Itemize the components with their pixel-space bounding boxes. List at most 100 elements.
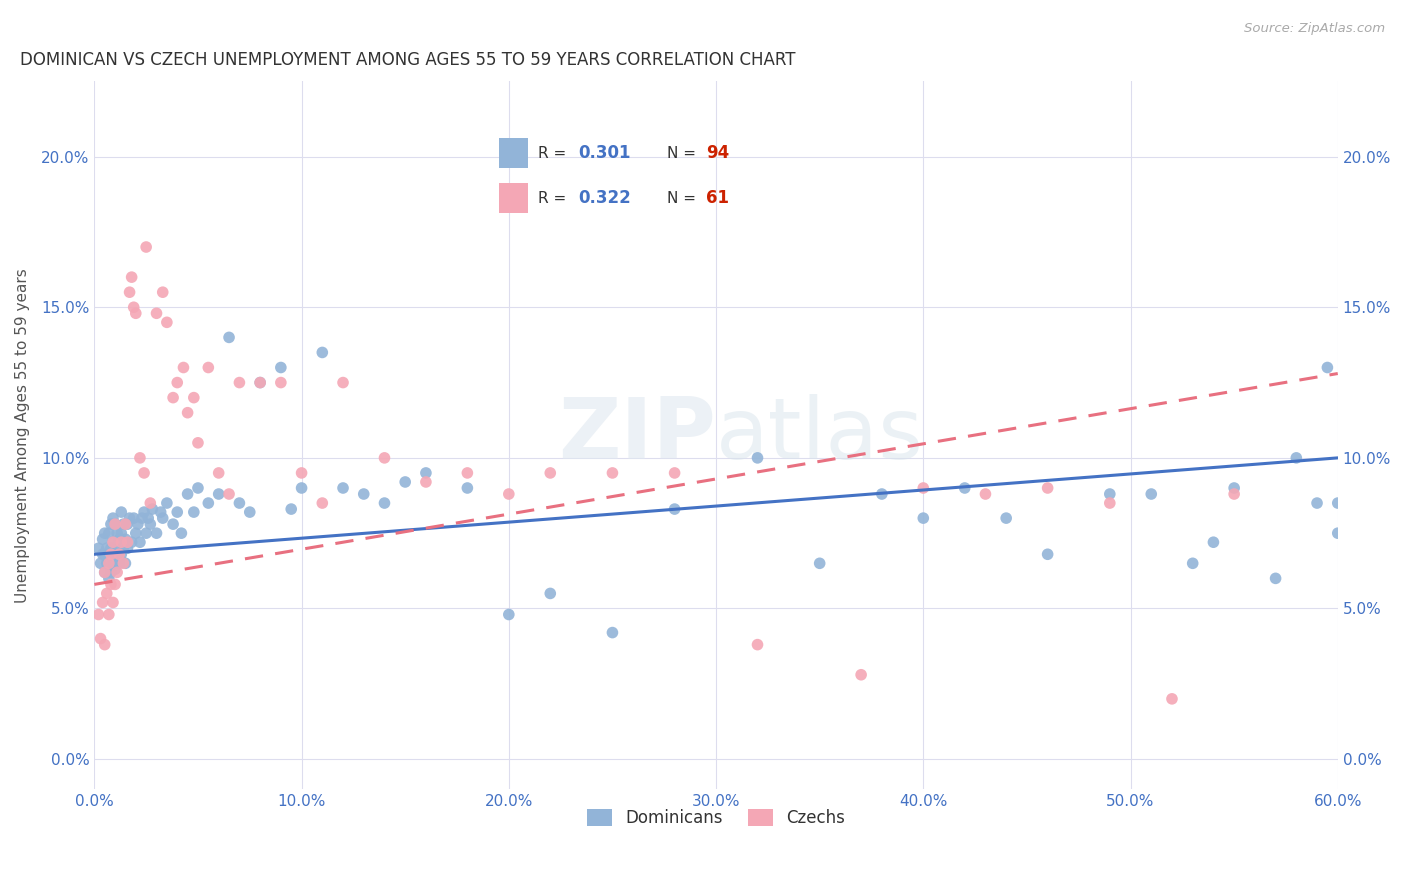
Point xyxy=(156,315,179,329)
Point xyxy=(97,526,120,541)
Point xyxy=(93,638,115,652)
Point xyxy=(373,450,395,465)
Point xyxy=(110,505,132,519)
Point xyxy=(183,391,205,405)
Point xyxy=(1326,496,1348,510)
Text: DOMINICAN VS CZECH UNEMPLOYMENT AMONG AGES 55 TO 59 YEARS CORRELATION CHART: DOMINICAN VS CZECH UNEMPLOYMENT AMONG AG… xyxy=(20,51,796,69)
Point xyxy=(415,466,437,480)
Point xyxy=(1140,487,1163,501)
Point xyxy=(104,517,127,532)
Point xyxy=(332,376,354,390)
Point xyxy=(112,517,135,532)
Point xyxy=(176,406,198,420)
Point xyxy=(121,270,143,285)
Point xyxy=(100,566,122,580)
Point xyxy=(747,638,769,652)
Point xyxy=(228,496,250,510)
Point xyxy=(218,487,240,501)
Point xyxy=(105,566,128,580)
Point xyxy=(90,632,112,646)
Point xyxy=(100,517,122,532)
Point xyxy=(125,306,148,320)
Point xyxy=(602,466,624,480)
Point xyxy=(101,557,124,571)
Point xyxy=(270,376,292,390)
Point xyxy=(170,526,193,541)
Point xyxy=(456,481,478,495)
Point xyxy=(104,577,127,591)
Point xyxy=(132,505,155,519)
Point xyxy=(108,557,131,571)
Point xyxy=(1036,547,1059,561)
Point xyxy=(332,481,354,495)
Point xyxy=(93,526,115,541)
Point xyxy=(498,607,520,622)
Point xyxy=(870,487,893,501)
Point xyxy=(87,607,110,622)
Point xyxy=(1036,481,1059,495)
Point xyxy=(145,526,167,541)
Point xyxy=(995,511,1018,525)
Point xyxy=(93,547,115,561)
Point xyxy=(218,330,240,344)
Point xyxy=(96,557,118,571)
Point xyxy=(105,526,128,541)
Point xyxy=(114,557,136,571)
Point xyxy=(1264,571,1286,585)
Point xyxy=(280,502,302,516)
Point xyxy=(100,577,122,591)
Point xyxy=(1285,450,1308,465)
Point xyxy=(166,376,188,390)
Point xyxy=(108,532,131,546)
Point xyxy=(97,571,120,585)
Point xyxy=(110,547,132,561)
Point xyxy=(1161,691,1184,706)
Point xyxy=(162,517,184,532)
Point xyxy=(1098,496,1121,510)
Point xyxy=(311,496,333,510)
Point xyxy=(602,625,624,640)
Point xyxy=(1098,487,1121,501)
Point xyxy=(114,532,136,546)
Point xyxy=(208,466,231,480)
Point xyxy=(97,607,120,622)
Point xyxy=(290,466,312,480)
Point xyxy=(1326,526,1348,541)
Point xyxy=(152,285,174,300)
Point xyxy=(139,517,162,532)
Point xyxy=(1181,557,1204,571)
Point xyxy=(187,481,209,495)
Point xyxy=(152,511,174,525)
Point xyxy=(456,466,478,480)
Point xyxy=(311,345,333,359)
Point xyxy=(96,541,118,556)
Point xyxy=(96,586,118,600)
Legend: Dominicans, Czechs: Dominicans, Czechs xyxy=(581,803,852,834)
Point xyxy=(104,562,127,576)
Point xyxy=(117,541,139,556)
Point xyxy=(122,511,145,525)
Point xyxy=(228,376,250,390)
Point xyxy=(172,360,194,375)
Point xyxy=(145,306,167,320)
Point xyxy=(129,535,152,549)
Point xyxy=(166,505,188,519)
Point xyxy=(498,487,520,501)
Point xyxy=(91,532,114,546)
Point xyxy=(129,450,152,465)
Point xyxy=(125,526,148,541)
Point xyxy=(747,450,769,465)
Point xyxy=(110,526,132,541)
Point xyxy=(131,511,153,525)
Point xyxy=(183,505,205,519)
Point xyxy=(117,535,139,549)
Point xyxy=(1306,496,1329,510)
Point xyxy=(394,475,416,489)
Point xyxy=(974,487,997,501)
Point xyxy=(105,547,128,561)
Point xyxy=(176,487,198,501)
Point xyxy=(101,535,124,549)
Point xyxy=(114,517,136,532)
Point xyxy=(101,595,124,609)
Point xyxy=(87,541,110,556)
